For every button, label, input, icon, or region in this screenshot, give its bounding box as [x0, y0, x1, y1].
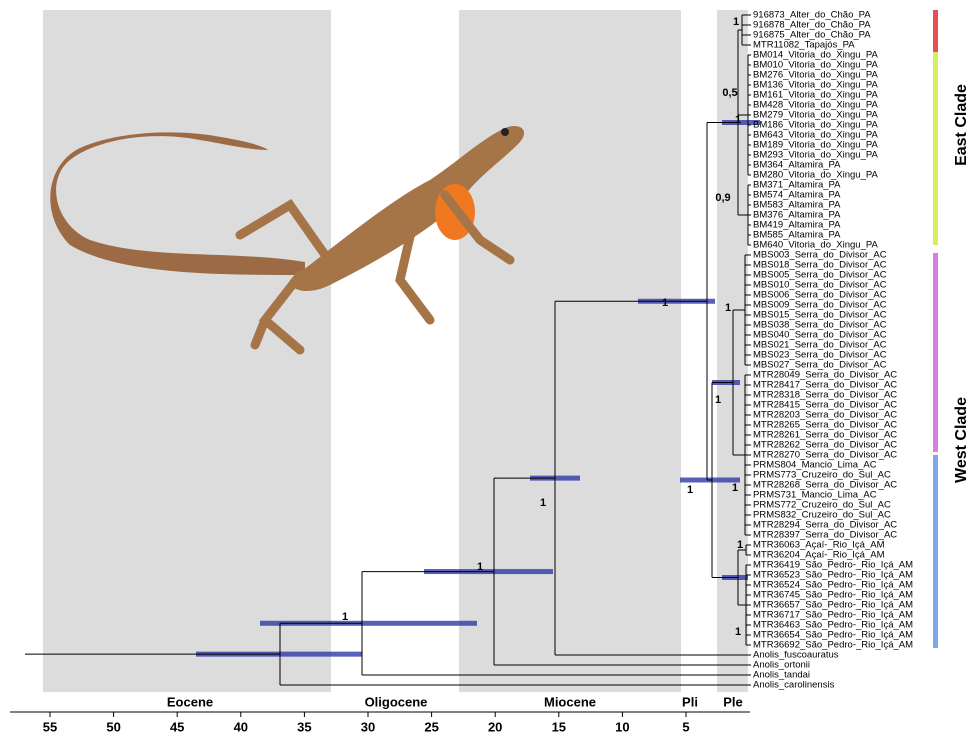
- tip-label: Anolis_carolinensis: [753, 680, 835, 691]
- axis-tick-label: 30: [361, 719, 375, 734]
- support-value: 1: [662, 297, 668, 309]
- axis-tick-label: 45: [170, 719, 184, 734]
- clade-bars: [933, 10, 938, 648]
- phylogeny-figure: East Clade West Clade Eocene Oligocene Mio…: [0, 0, 972, 736]
- epoch-bands: [43, 10, 748, 692]
- clade-bar: [933, 455, 938, 648]
- band-miocene: [459, 10, 681, 692]
- support-value: 1: [737, 539, 743, 551]
- epoch-label: Miocene: [544, 694, 596, 709]
- support-value: 1: [540, 497, 546, 509]
- support-value: 1: [732, 482, 738, 494]
- epoch-label: Pli: [682, 694, 698, 709]
- axis-tick-label: 55: [43, 719, 57, 734]
- support-value: 1: [342, 611, 348, 623]
- support-value: 1: [715, 394, 721, 406]
- clade-bar: [933, 52, 938, 245]
- support-value: 1: [477, 561, 483, 573]
- axis-tick-label: 20: [488, 719, 502, 734]
- lizard-eye: [501, 128, 509, 136]
- axis-tick-label: 40: [234, 719, 248, 734]
- support-value: 0,9: [715, 192, 730, 204]
- axis-tick-label: 25: [424, 719, 438, 734]
- axis-tick-label: 50: [106, 719, 120, 734]
- epoch-label: Oligocene: [365, 694, 428, 709]
- support-value: 1: [725, 302, 731, 314]
- epoch-label: Ple: [723, 694, 743, 709]
- support-value: 1: [735, 114, 741, 126]
- clade-bar: [933, 10, 938, 52]
- clade-label: East Clade: [953, 84, 970, 166]
- axis-tick-label: 35: [297, 719, 311, 734]
- support-value: 0,5: [722, 87, 737, 99]
- support-value: 1: [733, 16, 739, 28]
- clade-label: West Clade: [953, 397, 970, 483]
- band-eocene: [43, 10, 331, 692]
- epoch-label: Eocene: [167, 694, 213, 709]
- support-value: 1: [687, 484, 693, 496]
- axis-tick-label: 15: [552, 719, 566, 734]
- support-value: 1: [735, 626, 741, 638]
- axis-tick-label: 5: [682, 719, 689, 734]
- axis-tick-label: 10: [615, 719, 629, 734]
- clade-bar: [933, 253, 938, 452]
